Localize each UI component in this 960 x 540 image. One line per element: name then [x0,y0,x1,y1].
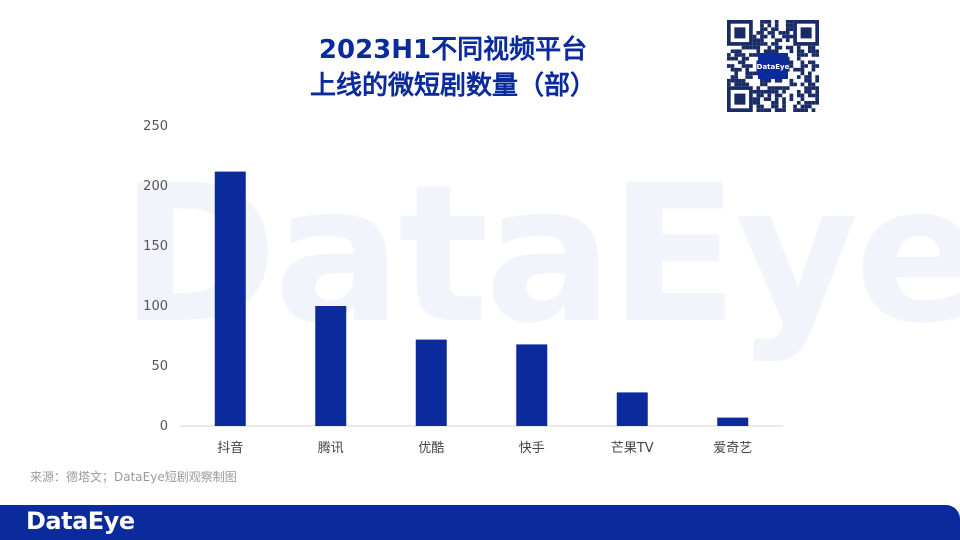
y-tick-label: 0 [160,419,168,434]
bars [214,171,749,426]
chart-title-line-1: 2023H1不同视频平台 [318,35,588,65]
y-axis: 0 50 100 150 200 250 [143,119,168,434]
y-tick-label: 200 [143,179,168,194]
qr-code: DataEye [727,20,819,112]
footer-bar: DataEye [0,505,960,540]
chart-title-line-2: 上线的微短剧数量（部） [309,71,596,101]
x-tick-label: 抖音 [217,440,243,456]
y-tick-label: 150 [143,239,168,254]
bar-0 [214,171,246,426]
source-note: 来源：德塔文；DataEye短剧观察制图 [30,470,237,484]
y-tick-label: 100 [143,299,168,314]
watermark: DataEye [120,144,960,365]
bar-4 [616,392,648,426]
chart-title: 2023H1不同视频平台 上线的微短剧数量（部） [0,32,906,104]
y-tick-label: 50 [151,359,168,374]
bar-5 [717,417,749,426]
y-tick-label: 250 [143,119,168,134]
qr-logo-text: DataEye [757,63,790,71]
x-axis: 抖音 腾讯 优酷 快手 芒果TV 爱奇艺 [217,440,752,456]
bar-2 [415,339,447,426]
qr-center-badge [758,53,788,79]
footer-logo: DataEye [26,507,135,535]
x-tick-label: 爱奇艺 [713,440,752,456]
x-tick-label: 快手 [519,441,545,456]
x-tick-label: 优酷 [418,441,444,456]
x-tick-label: 芒果TV [611,440,654,456]
bar-3 [516,344,548,426]
bar-chart: 0 50 100 150 200 250 抖音 腾讯 优酷 快手 芒果TV 爱奇艺 [143,119,783,456]
bar-1 [315,306,347,426]
x-tick-label: 腾讯 [318,440,344,456]
